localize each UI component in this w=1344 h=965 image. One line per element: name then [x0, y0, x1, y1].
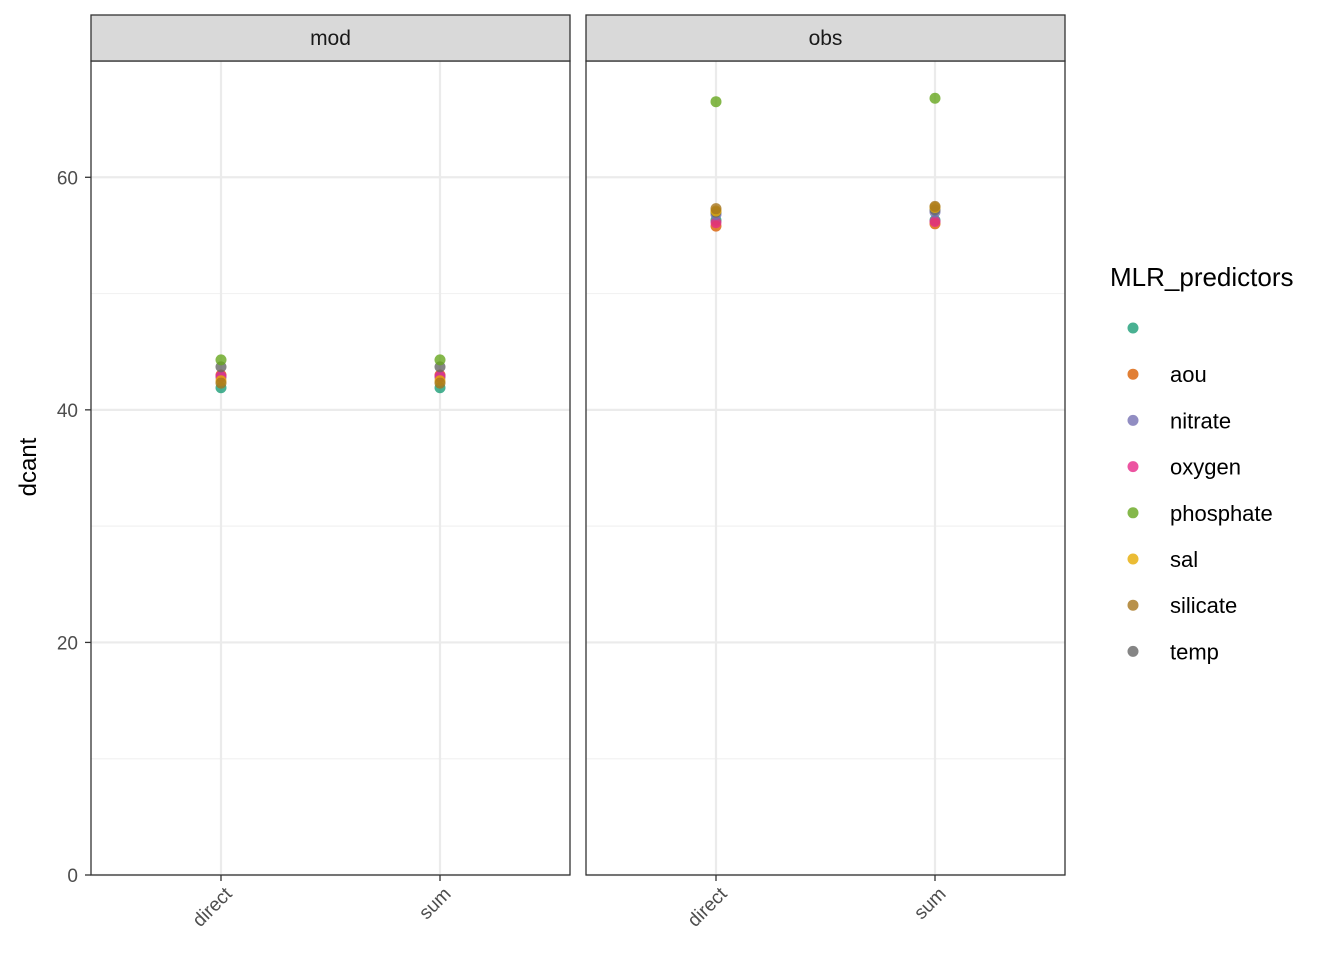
panels-layer: mod direct sum obs direct sum	[90, 14, 1066, 931]
legend-entry-oxygen: oxygen	[1127, 455, 1241, 480]
facet-strip	[585, 14, 1066, 62]
y-tick-label: 0	[67, 866, 78, 887]
y-tick-label: 40	[57, 401, 78, 422]
data-point-obs-direct-oxygen	[710, 217, 722, 229]
legend-label: temp	[1170, 639, 1219, 664]
legend-label: silicate	[1170, 593, 1237, 618]
y-axis: 0 20 40 60	[57, 168, 91, 887]
data-point-obs-sum-silicate	[929, 200, 941, 212]
legend-entry-temp: temp	[1127, 639, 1219, 664]
legend: MLR_predictors aou nitrate oxygen phosphate…	[1110, 262, 1294, 664]
legend-key	[1127, 461, 1139, 473]
legend-key	[1127, 599, 1139, 611]
legend-label: aou	[1170, 362, 1207, 387]
facet-panel-obs: obs direct sum	[585, 14, 1066, 931]
legend-entry-phosphate: phosphate	[1127, 501, 1273, 526]
facet-strip-label: mod	[310, 27, 351, 50]
facet-strip-label: obs	[809, 27, 843, 50]
legend-entry-blank	[1127, 322, 1139, 334]
facet-strip	[90, 14, 571, 62]
y-tick-label: 20	[57, 633, 78, 654]
legend-label: oxygen	[1170, 455, 1241, 480]
data-point-obs-direct-phosphate	[710, 96, 722, 108]
legend-entry-nitrate: nitrate	[1127, 408, 1231, 433]
x-tick-label: direct	[189, 883, 237, 931]
legend-key	[1127, 507, 1139, 519]
legend-key	[1127, 322, 1139, 334]
legend-label: nitrate	[1170, 408, 1231, 433]
panel-background	[586, 61, 1065, 875]
legend-entry-sal: sal	[1127, 547, 1198, 572]
data-point-mod-sum-silicate	[434, 377, 446, 389]
y-tick-label: 60	[57, 168, 78, 189]
facet-panel-mod: mod direct sum	[90, 14, 571, 931]
x-tick-label: sum	[415, 884, 455, 924]
data-point-obs-direct-silicate	[710, 203, 722, 215]
x-tick-label: direct	[684, 883, 732, 931]
x-tick-label: sum	[910, 884, 950, 924]
data-point-mod-direct-phosphate	[215, 354, 227, 366]
data-point-obs-sum-oxygen	[929, 215, 941, 227]
legend-label: sal	[1170, 547, 1198, 572]
legend-entry-aou: aou	[1127, 362, 1207, 387]
legend-key	[1127, 414, 1139, 426]
legend-title: MLR_predictors	[1110, 262, 1294, 292]
legend-key	[1127, 645, 1139, 657]
legend-entry-silicate: silicate	[1127, 593, 1237, 618]
data-point-mod-direct-silicate	[215, 377, 227, 389]
legend-key	[1127, 368, 1139, 380]
legend-key	[1127, 553, 1139, 565]
panel-background	[91, 61, 570, 875]
legend-label: phosphate	[1170, 501, 1273, 526]
data-point-obs-sum-phosphate	[929, 92, 941, 104]
data-point-mod-sum-phosphate	[434, 354, 446, 366]
y-axis-title: dcant	[15, 437, 42, 496]
